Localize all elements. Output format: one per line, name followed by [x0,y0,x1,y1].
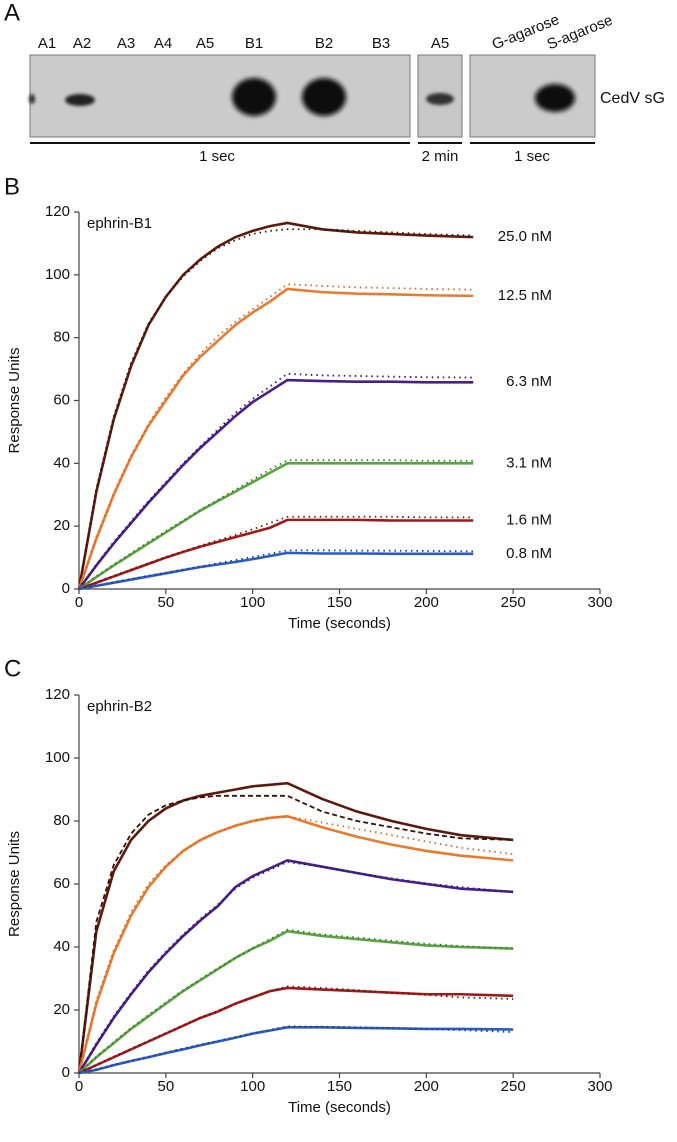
blot-band [232,78,276,116]
series-line [78,462,474,591]
series-line [77,781,514,1074]
y-tick-label: 100 [45,266,70,283]
y-tick-label: 20 [53,517,70,534]
series-line [78,228,474,590]
series-label: 6.3 nM [506,373,552,390]
y-tick-label: 0 [62,580,70,597]
x-axis-title: Time (seconds) [288,615,391,632]
x-tick-label: 300 [587,594,612,611]
exposure-label: 2 min [422,148,459,165]
series-label: 1.6 nM [506,511,552,528]
y-tick-label: 20 [53,1001,70,1018]
y-tick-label: 40 [53,938,70,955]
blot-band [65,94,95,106]
x-tick-label: 200 [414,594,439,611]
y-tick-label: 60 [53,391,70,408]
series-line [77,814,514,1074]
lane-label: B3 [372,35,390,52]
lane-label: A4 [154,35,172,52]
y-tick-label: 0 [62,1064,70,1081]
series-line [78,861,514,1074]
chart-title: ephrin-B1 [87,215,152,232]
x-tick-label: 150 [327,594,352,611]
x-tick-label: 250 [501,594,526,611]
chart-title: ephrin-B2 [87,698,152,715]
lane-label: A3 [117,35,135,52]
blot-band [426,93,454,105]
lane-label: B1 [245,35,263,52]
series-line [78,518,474,591]
x-tick-label: 50 [157,594,174,611]
series-line [78,283,474,590]
x-tick-label: 250 [501,1078,526,1095]
x-tick-label: 100 [240,594,265,611]
series-line [78,459,474,590]
lane-label: A1 [38,35,56,52]
series-line [78,372,474,590]
x-tick-label: 50 [157,1078,174,1095]
exposure-label: 1 sec [199,148,235,165]
y-tick-label: 120 [45,203,70,220]
y-axis-title: Response Units [6,831,23,937]
y-axis-title: Response Units [6,348,23,454]
series-label: 3.1 nM [506,454,552,471]
series-label: 25.0 nM [498,228,552,245]
blot-band [302,78,346,116]
blot-membrane [29,54,411,138]
series-line [78,794,514,1074]
series-line [77,859,514,1074]
series-line [78,1026,514,1075]
series-line [77,287,474,590]
protein-label: CedV sG [600,90,665,107]
y-tick-label: 100 [45,749,70,766]
y-tick-label: 40 [53,454,70,471]
line-chart: 0 20 40 60 80 100 120 0 50 100 150 200 250 300 Time (s… [6,686,613,1116]
series-line [78,549,474,590]
x-tick-label: 100 [240,1078,265,1095]
y-tick-label: 80 [53,329,70,346]
lane-label: A2 [73,35,91,52]
y-tick-label: 120 [45,686,70,703]
series-line [78,551,474,591]
blot-band [29,94,35,104]
series-line [78,1025,514,1074]
series-line [78,815,514,1074]
series-label: 0.8 nM [506,545,552,562]
lane-label: A5 [431,35,449,52]
x-axis-title: Time (seconds) [288,1099,391,1116]
x-tick-label: 150 [327,1078,352,1095]
y-tick-label: 80 [53,812,70,829]
exposure-label: 1 sec [514,148,550,165]
lane-label: A5 [196,35,214,52]
series-line [77,378,474,590]
x-tick-label: 0 [75,594,83,611]
x-tick-label: 300 [587,1078,612,1095]
series-line [78,928,514,1074]
series-line [78,985,514,1074]
panel-label: C [4,655,21,682]
x-tick-label: 200 [414,1078,439,1095]
panel-label: A [4,0,20,26]
y-tick-label: 60 [53,875,70,892]
series-label: 12.5 nM [498,287,552,304]
blot-band [535,84,575,112]
lane-label: B2 [315,35,333,52]
series-line [77,221,474,590]
blot-membrane [469,54,596,138]
panel-label: B [4,173,20,200]
x-tick-label: 0 [75,1078,83,1095]
line-chart: 0 20 40 60 80 100 120 0 50 100 150 200 250 300 Time (s… [6,203,613,632]
series-line [78,929,514,1074]
